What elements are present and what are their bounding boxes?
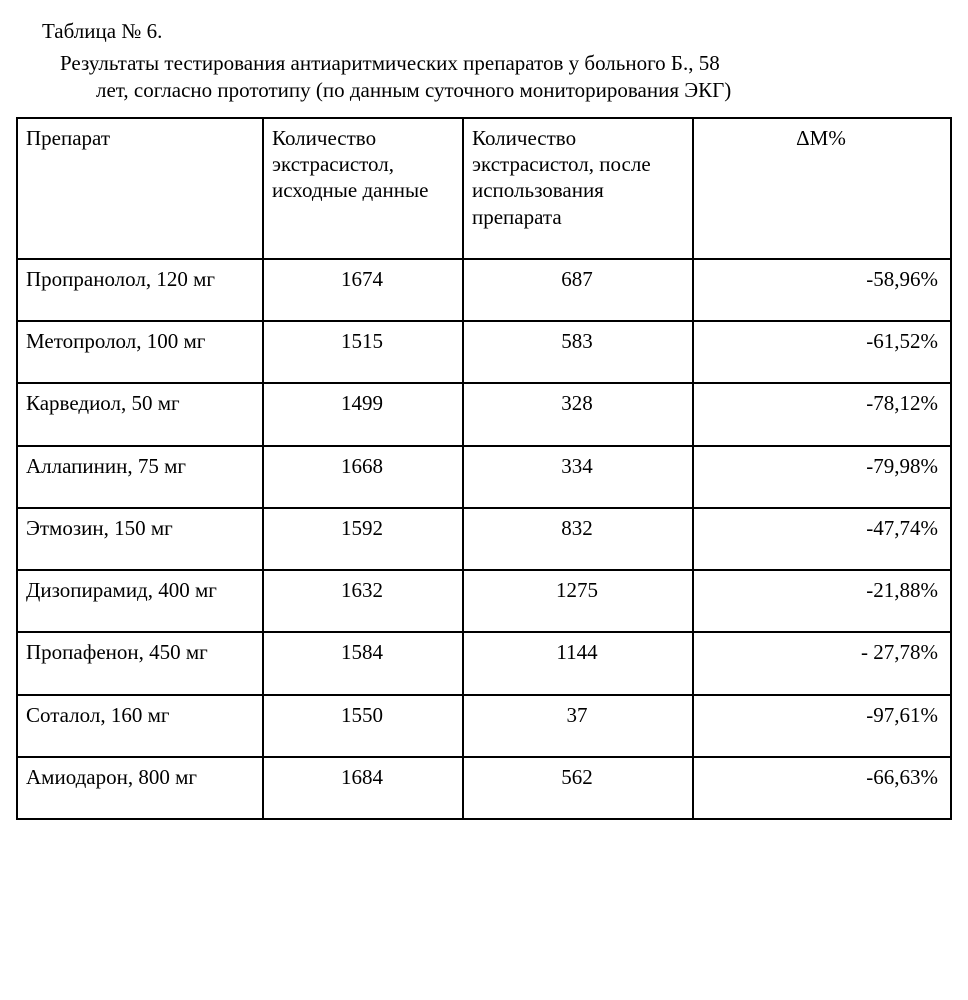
table-row: Пропафенон, 450 мг 1584 1144 - 27,78% xyxy=(17,632,951,694)
cell-baseline: 1684 xyxy=(263,757,463,819)
table-caption: Результаты тестирования антиаритмических… xyxy=(60,50,944,103)
cell-drug: Пропранолол, 120 мг xyxy=(17,259,263,321)
col-header-delta-m: ΔM% xyxy=(693,118,951,259)
cell-drug: Соталол, 160 мг xyxy=(17,695,263,757)
cell-drug: Амиодарон, 800 мг xyxy=(17,757,263,819)
cell-delta-m: -66,63% xyxy=(693,757,951,819)
cell-delta-m: -78,12% xyxy=(693,383,951,445)
col-header-baseline: Количество экстрасистол, исходные данные xyxy=(263,118,463,259)
table-row: Карведиол, 50 мг 1499 328 -78,12% xyxy=(17,383,951,445)
cell-drug: Этмозин, 150 мг xyxy=(17,508,263,570)
cell-baseline: 1668 xyxy=(263,446,463,508)
cell-after: 1275 xyxy=(463,570,693,632)
antiarrhythmic-results-table: Препарат Количество экстрасистол, исходн… xyxy=(16,117,952,820)
cell-after: 334 xyxy=(463,446,693,508)
cell-after: 687 xyxy=(463,259,693,321)
cell-delta-m: - 27,78% xyxy=(693,632,951,694)
cell-drug: Аллапинин, 75 мг xyxy=(17,446,263,508)
cell-delta-m: -61,52% xyxy=(693,321,951,383)
cell-delta-m: -79,98% xyxy=(693,446,951,508)
col-header-after: Количество экстрасистол, после использов… xyxy=(463,118,693,259)
table-row: Этмозин, 150 мг 1592 832 -47,74% xyxy=(17,508,951,570)
cell-drug: Карведиол, 50 мг xyxy=(17,383,263,445)
cell-baseline: 1592 xyxy=(263,508,463,570)
cell-after: 1144 xyxy=(463,632,693,694)
cell-drug: Пропафенон, 450 мг xyxy=(17,632,263,694)
table-row: Пропранолол, 120 мг 1674 687 -58,96% xyxy=(17,259,951,321)
cell-baseline: 1674 xyxy=(263,259,463,321)
table-row: Соталол, 160 мг 1550 37 -97,61% xyxy=(17,695,951,757)
caption-line-1: Результаты тестирования антиаритмических… xyxy=(60,51,720,75)
table-row: Дизопирамид, 400 мг 1632 1275 -21,88% xyxy=(17,570,951,632)
cell-baseline: 1632 xyxy=(263,570,463,632)
table-row: Метопролол, 100 мг 1515 583 -61,52% xyxy=(17,321,951,383)
cell-baseline: 1584 xyxy=(263,632,463,694)
cell-drug: Дизопирамид, 400 мг xyxy=(17,570,263,632)
table-header-row: Препарат Количество экстрасистол, исходн… xyxy=(17,118,951,259)
cell-baseline: 1550 xyxy=(263,695,463,757)
cell-baseline: 1515 xyxy=(263,321,463,383)
cell-drug: Метопролол, 100 мг xyxy=(17,321,263,383)
cell-delta-m: -21,88% xyxy=(693,570,951,632)
cell-delta-m: -47,74% xyxy=(693,508,951,570)
table-row: Аллапинин, 75 мг 1668 334 -79,98% xyxy=(17,446,951,508)
col-header-drug: Препарат xyxy=(17,118,263,259)
cell-after: 328 xyxy=(463,383,693,445)
table-row: Амиодарон, 800 мг 1684 562 -66,63% xyxy=(17,757,951,819)
cell-delta-m: -97,61% xyxy=(693,695,951,757)
table-number-heading: Таблица № 6. xyxy=(42,18,952,44)
caption-line-2: лет, согласно прототипу (по данным суточ… xyxy=(96,77,944,103)
cell-delta-m: -58,96% xyxy=(693,259,951,321)
cell-after: 37 xyxy=(463,695,693,757)
cell-after: 562 xyxy=(463,757,693,819)
cell-after: 832 xyxy=(463,508,693,570)
cell-baseline: 1499 xyxy=(263,383,463,445)
cell-after: 583 xyxy=(463,321,693,383)
